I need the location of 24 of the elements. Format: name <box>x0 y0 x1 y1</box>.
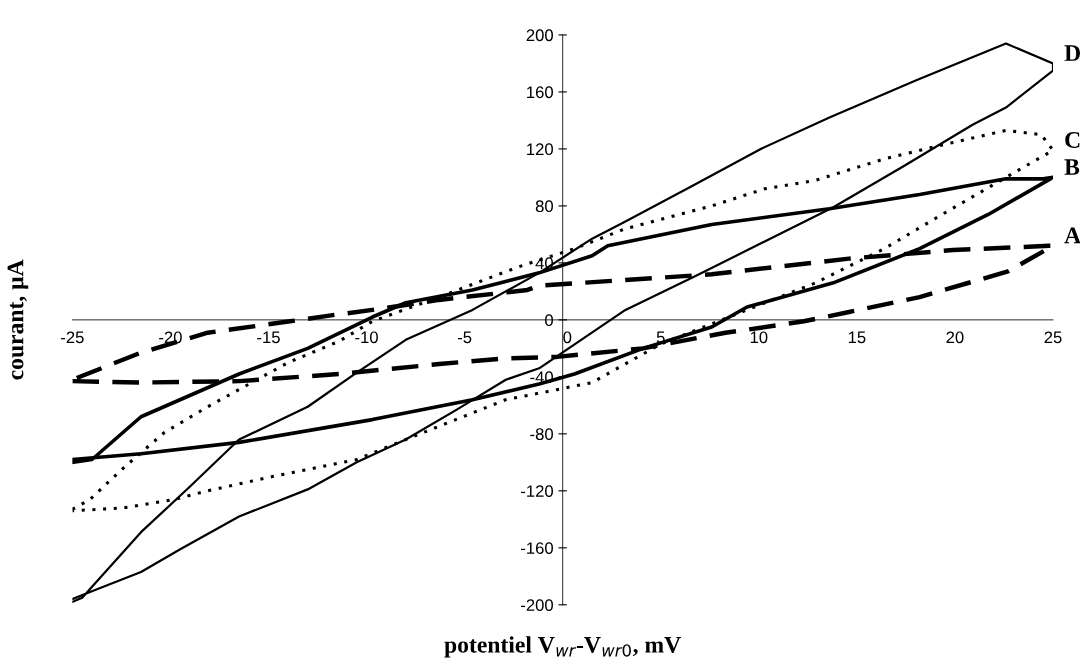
x-tick-label: 25 <box>1044 331 1062 344</box>
y-tick-label: 80 <box>535 200 553 213</box>
x-tick-label: -25 <box>61 331 84 344</box>
series-label: B <box>1064 159 1080 175</box>
y-tick-label: 160 <box>527 86 553 99</box>
x-tick-label: 10 <box>750 331 768 344</box>
x-tick-label: 15 <box>848 331 866 344</box>
y-tick-label: 200 <box>526 29 553 42</box>
y-axis-title: courant, μA <box>7 259 29 380</box>
x-axis-title: potentiel V$_{wr}$-V$_{wr0}$, mV <box>444 636 681 658</box>
series-label: A <box>1064 227 1080 244</box>
x-tick-label: -10 <box>355 331 378 344</box>
x-tick-label: 20 <box>946 331 964 344</box>
y-tick-label: 120 <box>527 143 553 156</box>
y-tick-label: -80 <box>530 428 553 441</box>
y-tick-label: 0 <box>545 314 553 327</box>
y-tick-label: -160 <box>521 542 553 555</box>
x-tick-label: 0 <box>563 331 572 344</box>
y-tick-label: -120 <box>521 485 553 498</box>
series-label: C <box>1065 132 1080 148</box>
series-label: D <box>1064 45 1080 61</box>
x-tick-label: -15 <box>257 331 280 344</box>
y-tick-label: -200 <box>521 599 553 611</box>
x-tick-label: -5 <box>457 331 472 344</box>
